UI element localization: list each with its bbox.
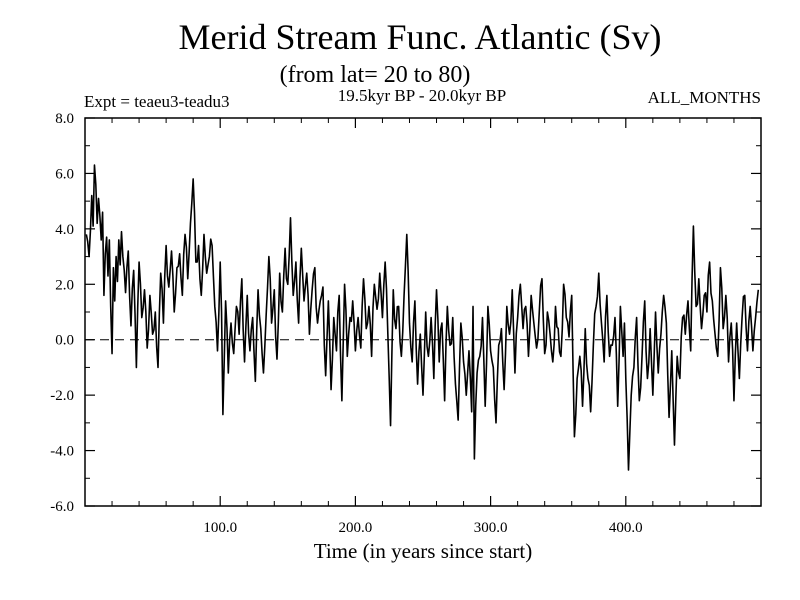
y-tick-label: -2.0 [50,388,74,404]
y-tick-label: 2.0 [55,277,74,293]
chart-subtitle: (from lat= 20 to 80) [280,62,471,88]
y-tick-label: -6.0 [50,499,74,515]
chart-title: Merid Stream Func. Atlantic (Sv) [179,17,662,57]
x-axis: 100.0 200.0 300.0 400.0 [111,118,735,536]
x-tick-label: 200.0 [339,520,373,536]
y-axis: -6.0 -4.0 -2.0 0.0 2.0 4.0 6.0 8.0 [50,111,761,515]
months-label: ALL_MONTHS [648,88,761,107]
series-line-atlantic-moc [85,164,760,471]
experiment-label: Expt = teaeu3-teadu3 [84,92,230,111]
x-tick-label: 300.0 [474,520,508,536]
y-tick-label: 8.0 [55,111,74,127]
x-tick-label: 100.0 [203,520,237,536]
x-tick-label: 400.0 [609,520,643,536]
period-label: 19.5kyr BP - 20.0kyr BP [338,86,506,105]
plot-frame [84,117,762,507]
y-tick-label: -4.0 [50,444,74,460]
x-axis-label: Time (in years since start) [314,539,533,563]
y-tick-label: 4.0 [55,222,74,238]
y-tick-label: 0.0 [55,333,74,349]
y-tick-label: 6.0 [55,166,74,182]
